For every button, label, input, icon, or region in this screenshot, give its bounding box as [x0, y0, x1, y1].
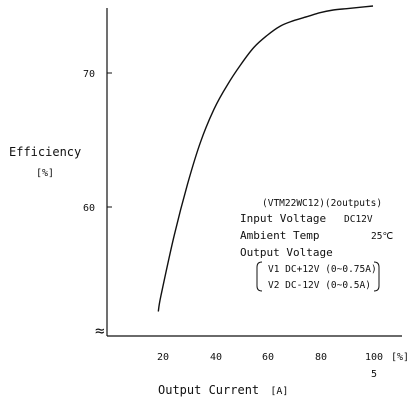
- x-tick-label-60: 60: [262, 352, 274, 363]
- y-tick-label-70: 70: [83, 69, 95, 80]
- y-tick-label-60: 60: [83, 203, 95, 214]
- annotation-v2: V2 DC-12V (0~0.5A): [268, 280, 371, 291]
- conditions-annotation: (VTM22WC12)(2outputs) Input Voltage DC12…: [240, 198, 393, 292]
- x-unit-tick-label: [%]: [391, 352, 409, 363]
- x-sub-tick-label: 5: [371, 369, 377, 380]
- x-axis-title: Output Current [A]: [158, 383, 288, 397]
- annotation-ambient-label: Ambient Temp: [240, 229, 319, 242]
- x-tick-label-100: 100: [365, 352, 383, 363]
- x-axis-title-text: Output Current: [158, 383, 259, 397]
- x-axis-unit: [A]: [270, 386, 288, 397]
- annotation-ambient-value: 25℃: [371, 231, 393, 242]
- annotation-output-voltage-label: Output Voltage: [240, 246, 333, 259]
- annotation-v1: V1 DC+12V (0~0.75A): [268, 264, 377, 275]
- axis-break-mark: ≈: [95, 321, 105, 340]
- annotation-input-voltage-value: DC12V: [344, 214, 373, 225]
- y-axis-title: Efficiency: [9, 145, 81, 159]
- annotation-left-bracket: [256, 261, 263, 292]
- annotation-input-voltage-label: Input Voltage: [240, 212, 326, 225]
- annotation-right-bracket: [373, 261, 380, 292]
- x-tick-label-20: 20: [157, 352, 169, 363]
- efficiency-series-line: [157, 5, 374, 312]
- x-tick-label-40: 40: [210, 352, 222, 363]
- annotation-model: (VTM22WC12)(2outputs): [262, 198, 382, 209]
- x-tick-label-80: 80: [315, 352, 327, 363]
- y-axis-unit: [%]: [36, 168, 54, 179]
